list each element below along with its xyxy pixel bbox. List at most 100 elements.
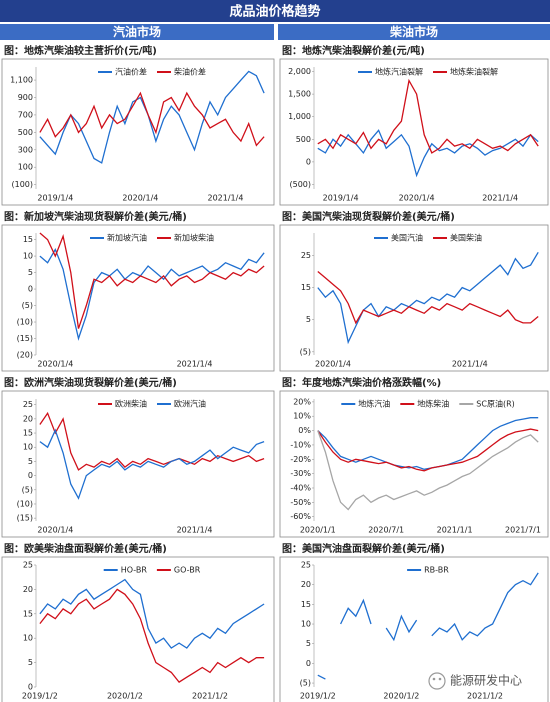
y-tick-label: 20: [301, 580, 311, 589]
legend: 地炼汽油 地炼柴油 SC原油(R): [341, 399, 515, 409]
series-line: [317, 572, 539, 680]
watermark-icon: [428, 672, 446, 690]
y-tick-label: (20): [17, 351, 33, 360]
legend-label: 欧洲柴油: [115, 399, 147, 409]
y-tick-label: 100: [18, 163, 33, 172]
series-line: [39, 411, 265, 471]
series-line: [317, 271, 539, 325]
y-tick-label: 10: [23, 443, 33, 452]
series-line: [39, 91, 265, 147]
plot-frame: [279, 556, 549, 702]
x-tick-label: 2021/1/2: [467, 692, 503, 701]
y-tick-label: (5): [22, 485, 33, 494]
chart-panel: 图：欧美柴油盘面裂解价差(美元/桶) 0 5 10 15 20 25 2019/1/2 2020…: [1, 542, 275, 702]
legend-label: 地炼柴油: [417, 399, 449, 409]
x-tick-label: 2021/1/4: [177, 526, 213, 535]
x-tick-label: 2021/1/4: [482, 194, 518, 203]
legend-label: SC原油(R): [476, 399, 514, 409]
chart-panel: 图：欧洲汽柴油现货裂解价差(美元/桶) (15) (10) (5) 0 5 10 15 20 25…: [1, 376, 275, 538]
y-tick-label: 15: [301, 600, 311, 609]
watermark: 能源研发中心: [450, 673, 522, 688]
series-line: [39, 248, 265, 341]
legend-label: 新加坡汽油: [107, 233, 147, 243]
y-tick-label: 15: [23, 235, 33, 244]
y-tick-label: 1,000: [288, 112, 311, 121]
x-tick-label: 2019/1/2: [300, 692, 336, 701]
y-tick-label: 5: [306, 315, 311, 324]
x-tick-label: 2020/7/1: [368, 526, 404, 535]
legend-label: GO-BR: [174, 566, 201, 575]
series-line: [317, 428, 539, 472]
chart-panel: 图：新加坡汽柴油现货裂解价差(美元/桶) (20) (15) (10) (5) 0 5 10 1…: [1, 210, 275, 372]
y-tick-label: -50%: [290, 498, 311, 507]
chart-title: 图：美国汽油盘面裂解价差(美元/桶): [282, 542, 445, 555]
y-tick-label: 300: [18, 145, 33, 154]
series-line: [317, 251, 539, 345]
y-tick-label: (5): [22, 301, 33, 310]
chart-title: 图：新加坡汽柴油现货裂解价差(美元/桶): [4, 210, 187, 223]
chart-title: 图：欧洲汽柴油现货裂解价差(美元/桶): [4, 376, 177, 389]
y-tick-label: (5): [300, 347, 311, 356]
y-tick-label: (10): [17, 318, 33, 327]
x-tick-label: 2020/1/4: [37, 360, 73, 369]
y-tick-label: 15: [23, 429, 33, 438]
y-tick-label: 25: [23, 561, 33, 570]
x-tick-label: 2020/1/2: [107, 692, 143, 701]
x-tick-label: 2020/1/4: [315, 360, 351, 369]
y-tick-label: 5: [306, 639, 311, 648]
chart-panel: 图：年度地炼汽柴油价格涨跌幅(%) -60% -50% -40% -30% -20% -10…: [279, 376, 549, 538]
section-bar: [0, 24, 274, 40]
x-tick-label: 2020/1/1: [300, 526, 336, 535]
section-title: 汽油市场: [113, 24, 161, 39]
legend: 美国汽油 美国柴油: [374, 233, 482, 243]
y-tick-label: 0: [28, 683, 33, 692]
chart-title: 图：地炼汽柴油较主营折价(元/吨): [4, 44, 157, 57]
y-tick-label: -10%: [290, 440, 311, 449]
series-line: [317, 430, 539, 511]
x-tick-label: 2020/1/4: [122, 194, 158, 203]
legend-label: RB-BR: [424, 566, 449, 575]
y-tick-label: 5: [28, 268, 33, 277]
series-line: [39, 588, 265, 683]
y-tick-label: 10: [23, 252, 33, 261]
x-tick-label: 2020/1/4: [399, 194, 435, 203]
chart-panel: 图：地炼汽柴油裂解价差(元/吨) (500) 0 500 1,000 1,500 2,000…: [279, 44, 549, 206]
series-line: [39, 70, 265, 164]
legend-label: 新加坡柴油: [174, 233, 214, 243]
legend-label: 地炼汽油裂解: [375, 67, 423, 77]
x-tick-label: 2019/1/4: [37, 194, 73, 203]
y-tick-label: 20: [23, 414, 33, 423]
legend: RB-BR: [407, 566, 449, 575]
series-line: [317, 78, 539, 154]
section-bar: [278, 24, 550, 40]
x-tick-label: 2020/1/2: [383, 692, 419, 701]
plot-frame: [279, 58, 549, 206]
y-tick-label: -40%: [290, 483, 311, 492]
chart-title: 图：年度地炼汽柴油价格涨跌幅(%): [282, 376, 441, 389]
y-tick-label: 2,000: [288, 67, 311, 76]
plot-frame: [1, 224, 275, 372]
legend: 新加坡汽油 新加坡柴油: [90, 233, 214, 243]
y-tick-label: (5): [300, 679, 311, 688]
y-tick-label: 1,100: [10, 76, 33, 85]
x-tick-label: 2021/1/4: [177, 360, 213, 369]
series-line: [39, 578, 265, 649]
y-tick-label: 10: [301, 620, 311, 629]
y-tick-label: 500: [296, 135, 311, 144]
x-tick-label: 2021/1/4: [207, 194, 243, 203]
chart-panel: 图：地炼汽柴油较主营折价(元/吨) (100) 100 300 500 700 900 1,1…: [1, 44, 275, 206]
legend-label: 汽油价差: [115, 67, 147, 77]
y-tick-label: 25: [301, 251, 311, 260]
y-tick-label: 5: [28, 457, 33, 466]
y-tick-label: 20%: [293, 397, 311, 406]
x-tick-label: 2021/1/2: [192, 692, 228, 701]
y-tick-label: 0: [28, 285, 33, 294]
y-tick-label: 0: [306, 659, 311, 668]
y-tick-label: 15: [23, 609, 33, 618]
series-line: [317, 417, 539, 470]
legend: 地炼汽油裂解 地炼柴油裂解: [358, 67, 498, 77]
header-title: 成品油价格趋势: [229, 4, 320, 20]
y-tick-label: 900: [18, 93, 33, 102]
